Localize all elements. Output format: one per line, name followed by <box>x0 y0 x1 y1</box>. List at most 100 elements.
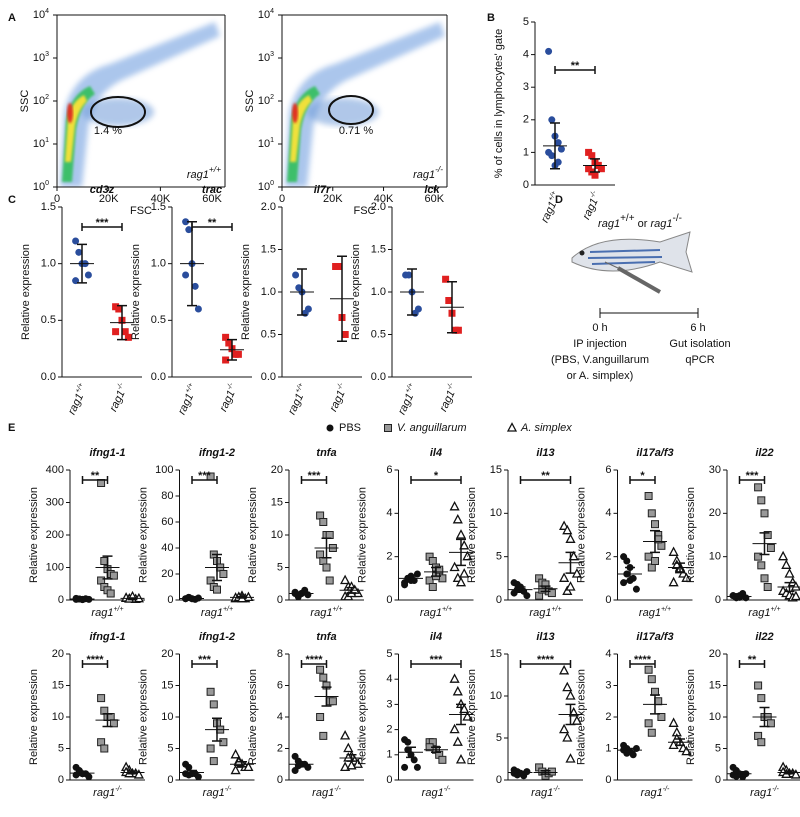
y-tick-label: 4 <box>277 711 283 723</box>
genotype-label: rag1+/+ <box>285 382 310 416</box>
genotype-name: rag1 <box>422 787 444 799</box>
panel-label: E <box>8 422 15 434</box>
panel-label: C <box>8 194 16 206</box>
y-tick-label: 4 <box>386 673 392 685</box>
y-tick-label: 0 <box>605 774 611 786</box>
data-point <box>209 757 218 766</box>
data-point <box>454 326 462 334</box>
tick-exponent: 4 <box>270 8 274 15</box>
y-tick-label: 2.0 <box>371 201 386 213</box>
data-point <box>565 690 576 700</box>
significance-bracket <box>191 476 218 484</box>
data-point <box>760 574 769 583</box>
data-point <box>182 218 190 226</box>
data-point <box>790 581 800 591</box>
error-bar <box>675 562 685 573</box>
y-tick-label: 4 <box>605 507 611 519</box>
error-bar <box>237 760 247 768</box>
data-point <box>230 748 241 759</box>
data-point <box>763 583 772 591</box>
data-point <box>304 305 312 313</box>
y-tick-label: 1.5 <box>41 201 56 213</box>
legend-label: V. anguillarum <box>397 422 467 434</box>
x-tick-label: 40K <box>151 193 171 205</box>
genotype-superscript: -/- <box>444 786 451 793</box>
data-point <box>565 533 576 543</box>
genotype-superscript: -/- <box>589 190 598 200</box>
data-point <box>754 681 763 690</box>
genotype-superscript: -/- <box>446 382 455 392</box>
y-tick-label: 300 <box>46 496 64 508</box>
y-tick-label: 5 <box>58 742 64 754</box>
data-point <box>97 694 106 703</box>
error-bar <box>321 537 332 559</box>
genotype-label: rag1-/- <box>312 786 341 799</box>
y-tick-label: 15 <box>709 679 721 691</box>
y-tick-label: 0 <box>277 774 283 786</box>
data-point <box>185 763 193 771</box>
error-bar <box>212 553 222 582</box>
data-point <box>219 570 228 578</box>
y-tick-label: 104 <box>33 8 49 21</box>
x-tick-label: 20K <box>323 193 343 205</box>
data-point <box>644 492 653 500</box>
data-point <box>757 496 766 505</box>
genotype-superscript: +/+ <box>332 606 342 613</box>
chart-title: ifng1-2 <box>199 631 235 643</box>
genotype-label: rag1-/- <box>750 786 779 799</box>
data-point <box>523 592 531 600</box>
y-axis-label: Relative expression <box>356 669 368 765</box>
y-tick-label: 15 <box>52 679 64 691</box>
y-tick-label: 1.0 <box>151 258 166 270</box>
data-point <box>545 47 553 55</box>
data-point <box>230 764 241 775</box>
genotype-name: rag1 <box>639 607 661 619</box>
error-bar <box>759 706 770 728</box>
data-point <box>428 583 437 591</box>
data-point <box>206 744 215 753</box>
data-point <box>668 576 679 587</box>
y-axis-label: Relative expression <box>137 669 149 765</box>
data-point <box>194 305 202 313</box>
significance-bracket <box>81 223 123 231</box>
error-bar <box>212 717 222 742</box>
tick-base: 10 <box>33 181 45 193</box>
error-bar <box>406 746 416 759</box>
y-tick-label: 15 <box>161 679 173 691</box>
fish-illustration <box>571 231 699 318</box>
data-point <box>319 673 328 682</box>
significance-bracket <box>554 66 596 74</box>
y-tick-label: 0 <box>167 774 173 786</box>
data-point <box>459 703 470 714</box>
error-bar <box>296 761 307 767</box>
y-tick-label: 103 <box>33 51 49 64</box>
x-tick-label: 60K <box>202 193 222 205</box>
data-point <box>568 706 579 717</box>
tick-base: 10 <box>33 95 45 107</box>
y-axis-label: Relative expression <box>356 487 368 583</box>
y-axis-label: Relative expression <box>466 669 478 765</box>
genotype-name: rag1 <box>286 392 306 417</box>
diagram-title-part: -/- <box>672 213 681 224</box>
y-tick-label: 2 <box>605 551 611 563</box>
genotype-superscript: +/+ <box>442 606 452 613</box>
y-tick-label: 20 <box>709 648 721 660</box>
y-tick-label: 1 <box>523 146 529 158</box>
data-point <box>316 713 325 721</box>
significance-label: * <box>434 470 439 482</box>
genotype-superscript: -/- <box>226 382 235 392</box>
error-bar <box>734 594 745 599</box>
data-point <box>85 773 93 781</box>
data-point <box>325 531 334 539</box>
genotype-name: rag1 <box>413 169 435 181</box>
data-point <box>629 751 637 759</box>
y-axis-label: Relative expression <box>466 487 478 583</box>
x-tick-label: 0 <box>279 193 285 205</box>
error-bar <box>127 597 138 600</box>
tick-base: 10 <box>33 138 45 150</box>
y-tick-label: 200 <box>46 529 64 541</box>
diagram-title-part: or <box>635 218 651 230</box>
data-point <box>319 518 328 526</box>
data-point <box>209 700 218 709</box>
y-tick-label: 101 <box>33 137 49 150</box>
